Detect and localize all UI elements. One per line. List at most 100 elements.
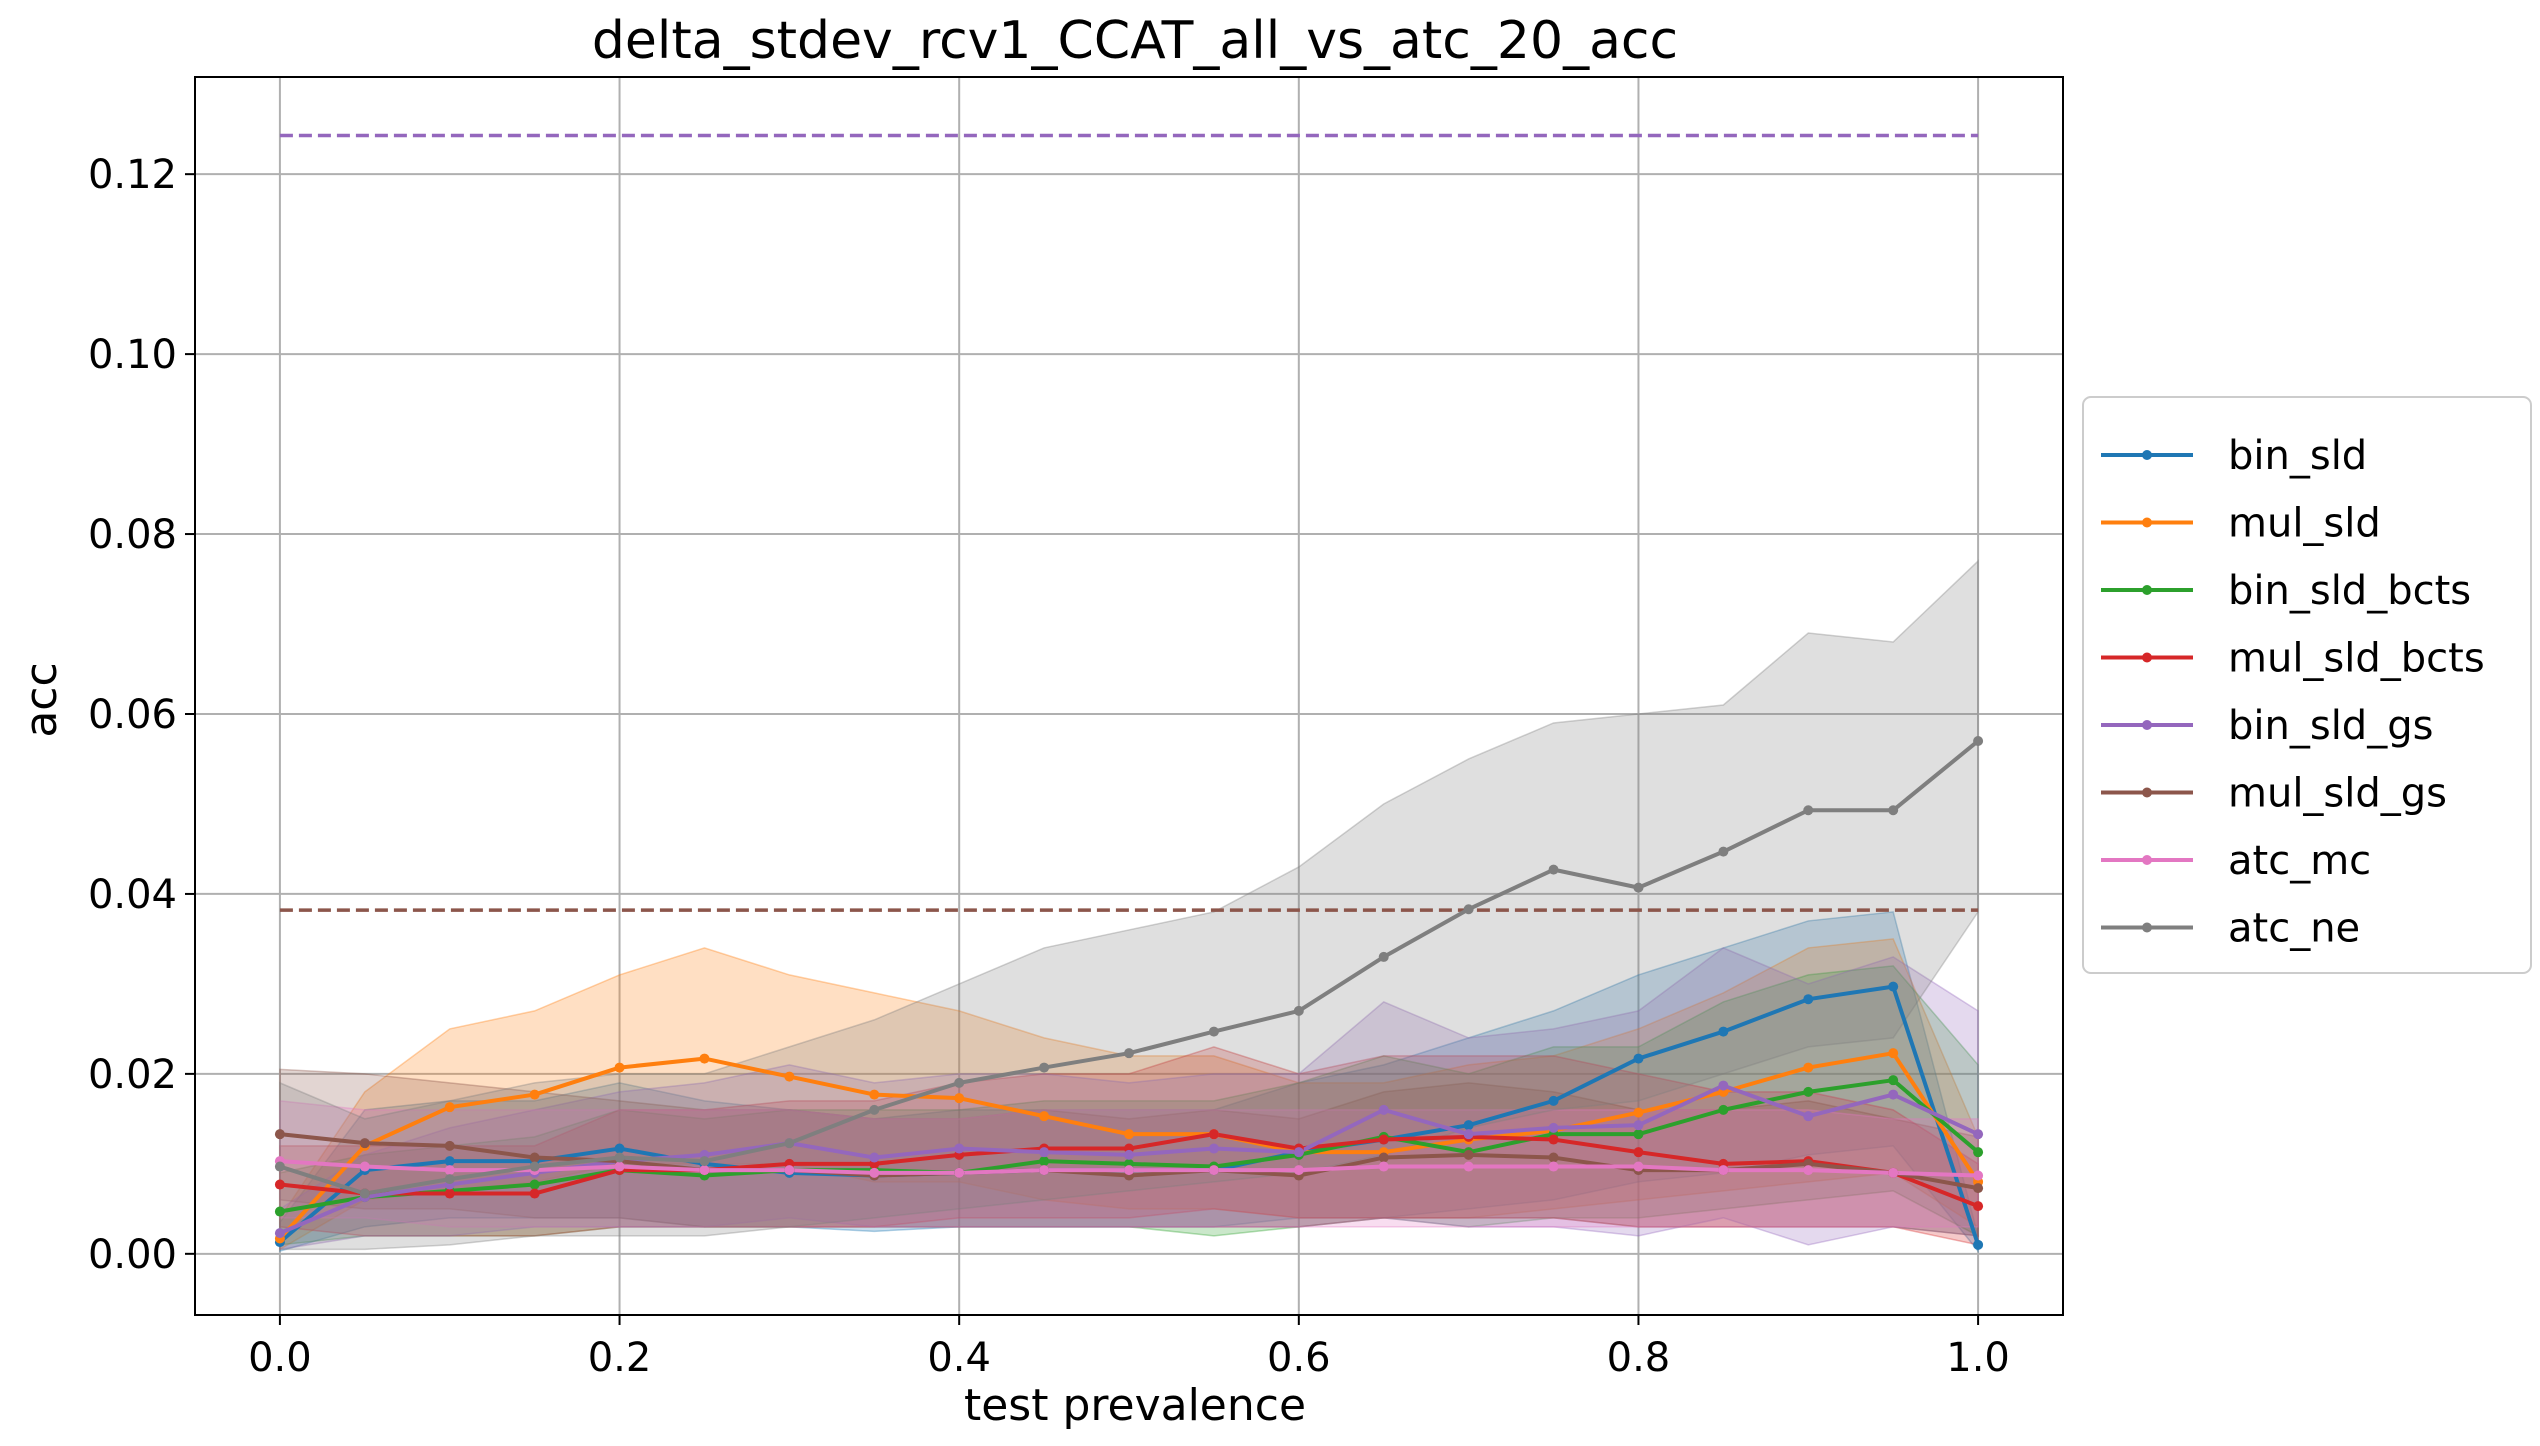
data-point-atc_ne [784,1138,795,1149]
data-point-atc_ne [444,1174,455,1185]
data-point-bin_sld_bcts [1633,1129,1644,1140]
x-tick-label: 0.6 [1267,1335,1331,1381]
data-point-bin_sld_gs [1124,1149,1134,1160]
data-point-bin_sld_gs [274,1228,285,1239]
data-point-atc_ne [1463,904,1474,915]
data-point-mul_sld_bcts [274,1179,285,1190]
legend-label-mul_sld_bcts: mul_sld_bcts [2228,636,2485,682]
data-point-atc_ne [1888,805,1899,816]
y-axis-label: acc [16,662,67,737]
data-point-mul_sld [614,1062,625,1073]
legend-label-mul_sld: mul_sld [2228,501,2381,547]
legend-label-mul_sld_gs: mul_sld_gs [2228,771,2447,817]
data-point-bin_sld_gs [1633,1120,1644,1131]
x-tick-label: 0.4 [927,1335,991,1381]
data-point-bin_sld_gs [1548,1122,1559,1133]
y-tick-label: 0.02 [88,1052,177,1098]
data-point-mul_sld [1633,1107,1644,1118]
data-point-mul_sld_gs [1973,1183,1984,1194]
data-point-atc_ne [954,1077,965,1088]
data-point-atc_ne [1548,864,1559,875]
data-point-mul_sld [1124,1129,1134,1140]
data-point-bin_sld_bcts [1803,1086,1814,1097]
data-point-atc_ne [1039,1062,1050,1073]
data-point-bin_sld_gs [954,1143,965,1154]
reference-lines [279,133,1979,912]
data-point-atc_mc [954,1167,965,1178]
data-point-bin_sld_bcts [529,1179,540,1190]
data-point-atc_ne [869,1104,880,1115]
legend-marker-mul_sld_gs [2142,787,2152,798]
data-point-mul_sld_gs [1463,1149,1474,1160]
x-tick-label: 1.0 [1946,1335,2010,1381]
data-point-mul_sld_bcts [1378,1134,1389,1145]
data-point-mul_sld_bcts [444,1188,455,1199]
data-point-bin_sld [1718,1026,1729,1037]
data-point-mul_sld [869,1089,880,1100]
data-point-mul_sld [954,1093,965,1104]
data-point-mul_sld_bcts [1973,1201,1984,1212]
legend-marker-bin_sld [2142,450,2152,460]
y-tick-label: 0.00 [88,1232,177,1278]
data-point-atc_mc [1803,1165,1814,1176]
data-point-mul_sld_bcts [1548,1134,1559,1145]
series-points [274,735,1984,1250]
data-point-bin_sld_gs [1973,1129,1984,1140]
legend-marker-atc_mc [2142,855,2152,865]
y-tick-label: 0.04 [88,872,177,918]
data-point-bin_sld_bcts [1718,1104,1729,1115]
legend-label-bin_sld_bcts: bin_sld_bcts [2228,568,2471,614]
data-point-bin_sld [1548,1095,1559,1106]
data-point-atc_mc [1718,1165,1729,1176]
data-point-mul_sld_gs [1378,1152,1389,1163]
data-point-mul_sld_bcts [529,1188,540,1199]
data-point-atc_mc [1463,1161,1474,1172]
x-tick-label: 0.2 [588,1335,652,1381]
data-point-atc_mc [359,1161,370,1172]
data-point-atc_mc [869,1167,880,1178]
data-point-bin_sld_bcts [1888,1075,1899,1086]
y-tick-label: 0.12 [88,152,177,198]
y-tick-label: 0.06 [88,692,177,738]
chart-title: delta_stdev_rcv1_CCAT_all_vs_atc_20_acc [592,11,1678,71]
data-point-atc_mc [444,1165,455,1176]
data-point-atc_mc [1293,1165,1304,1176]
data-point-bin_sld_gs [1378,1104,1389,1115]
data-point-atc_mc [1378,1161,1389,1172]
data-point-mul_sld_bcts [1633,1147,1644,1158]
data-point-bin_sld_bcts [1973,1147,1984,1158]
data-point-atc_ne [1378,951,1389,962]
data-point-bin_sld_gs [1888,1089,1899,1100]
data-point-atc_ne [1803,805,1814,816]
legend-marker-atc_ne [2142,922,2152,933]
data-point-atc_ne [359,1188,370,1199]
legend-label-atc_mc: atc_mc [2228,838,2371,884]
data-point-bin_sld [1633,1053,1644,1064]
legend-marker-mul_sld [2142,517,2152,528]
data-point-bin_sld [614,1143,625,1154]
data-point-mul_sld_gs [529,1152,540,1163]
data-point-atc_ne [1633,882,1644,893]
legend-label-bin_sld: bin_sld [2228,433,2367,479]
data-point-bin_sld_bcts [274,1206,285,1217]
data-point-atc_mc [1633,1161,1644,1172]
data-point-bin_sld [1888,981,1899,992]
x-axis-ticks: 0.0 0.2 0.4 0.6 0.8 1.0 [248,1315,2010,1381]
data-point-atc_mc [784,1165,795,1176]
x-tick-label: 0.0 [248,1335,312,1381]
data-point-atc_mc [1039,1165,1050,1176]
y-tick-label: 0.08 [88,512,177,558]
data-point-atc_ne [1718,846,1729,857]
data-point-atc_mc [1208,1165,1219,1176]
data-point-bin_sld_gs [1718,1080,1729,1091]
data-point-mul_sld_gs [1548,1152,1559,1163]
legend-label-atc_ne: atc_ne [2228,906,2360,952]
legend-label-bin_sld_gs: bin_sld_gs [2228,703,2433,749]
data-point-bin_sld_gs [1293,1147,1304,1158]
band-atc_ne [279,559,1979,1251]
y-tick-label: 0.10 [88,332,177,378]
data-point-atc_mc [699,1165,710,1176]
data-point-atc_ne [529,1161,540,1172]
data-point-atc_ne [1293,1005,1304,1016]
